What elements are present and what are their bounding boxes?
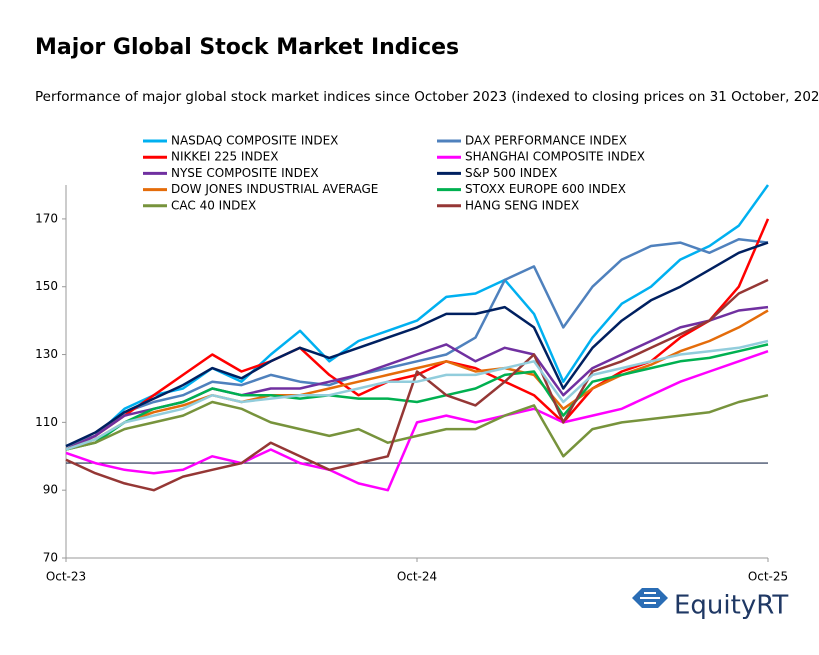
y-tick-label: 150 — [35, 279, 58, 293]
y-tick-label: 170 — [35, 211, 58, 225]
logo-icon-lines — [640, 592, 660, 604]
brand: EquityRT — [674, 591, 788, 621]
legend-label: DAX PERFORMANCE INDEX — [465, 134, 627, 148]
series-line — [65, 393, 769, 458]
legend-label: NASDAQ COMPOSITE INDEX — [171, 134, 338, 148]
legend-label: HANG SENG INDEX — [465, 198, 579, 212]
x-tick-label: Oct-24 — [397, 570, 437, 584]
x-tick-label: Oct-25 — [748, 570, 788, 584]
series-line — [65, 238, 769, 448]
y-tick-label: 130 — [35, 347, 58, 361]
y-tick-label: 90 — [43, 483, 58, 497]
chart-title: Major Global Stock Market Indices — [35, 35, 459, 60]
series-line — [65, 339, 769, 451]
y-tick-label: 70 — [43, 551, 58, 565]
series-line — [65, 241, 769, 448]
x-tick-label: Oct-23 — [46, 570, 86, 584]
legend-label: SHANGHAI COMPOSITE INDEX — [465, 150, 645, 164]
y-tick-label: 110 — [35, 415, 58, 429]
chart-subtitle: Performance of major global stock market… — [35, 89, 819, 105]
legend-label: CAC 40 INDEX — [171, 198, 256, 212]
series-line — [65, 184, 770, 448]
series-line — [65, 343, 769, 451]
legend-label: NYSE COMPOSITE INDEX — [171, 166, 319, 180]
series-line — [65, 278, 769, 492]
legend-label: NIKKEI 225 INDEX — [171, 150, 278, 164]
logo: EquityRT — [632, 588, 788, 621]
legend-label: STOXX EUROPE 600 INDEX — [465, 182, 626, 196]
series-line — [65, 350, 769, 492]
legend-label: DOW JONES INDUSTRIAL AVERAGE — [171, 182, 378, 196]
legend-label: S&P 500 INDEX — [465, 166, 557, 180]
series-line — [65, 309, 769, 451]
